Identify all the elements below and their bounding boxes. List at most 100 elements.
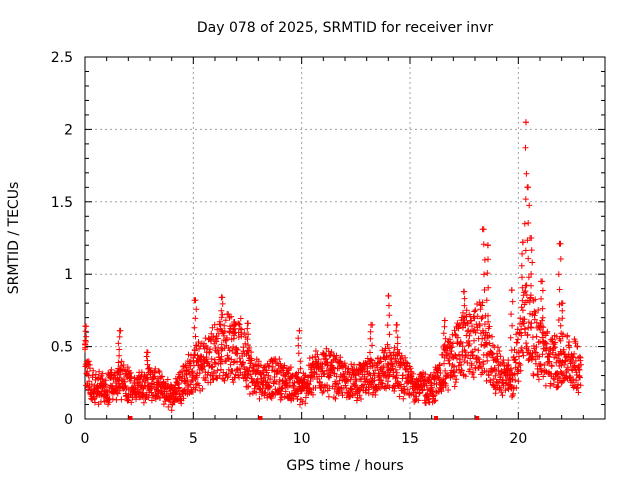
- data-point: [120, 362, 127, 368]
- data-point: [296, 327, 303, 334]
- data-point: [386, 371, 393, 378]
- data-point: [539, 317, 545, 324]
- data-point: [152, 365, 159, 372]
- data-point: [244, 336, 251, 343]
- data-point: [536, 353, 543, 360]
- data-point: [394, 321, 400, 328]
- data-point: [485, 372, 492, 379]
- data-point: [436, 361, 443, 368]
- data-point: [484, 341, 490, 348]
- data-point: [485, 312, 491, 319]
- data-point: [532, 310, 539, 316]
- data-point: [559, 307, 566, 314]
- data-point: [552, 339, 559, 346]
- data-point: [525, 274, 532, 281]
- data-point: [201, 363, 208, 370]
- data-point: [572, 340, 579, 347]
- data-point: [363, 361, 370, 368]
- data-point: [328, 349, 335, 355]
- data-point: [520, 292, 527, 299]
- data-point: [503, 379, 510, 386]
- data-point: [519, 297, 526, 304]
- data-point: [330, 364, 336, 371]
- data-point: [102, 377, 109, 384]
- data-point: [527, 295, 534, 302]
- data-point: [530, 372, 537, 379]
- data-point: [144, 349, 151, 356]
- data-point: [453, 376, 460, 383]
- data-point: [471, 337, 477, 344]
- data-point: [124, 364, 131, 371]
- data-point: [525, 347, 532, 354]
- data-point: [577, 354, 584, 361]
- data-point: [245, 347, 252, 354]
- data-point: [237, 315, 244, 322]
- data-point: [302, 394, 309, 401]
- data-point: [297, 358, 304, 365]
- data-point: [482, 329, 489, 336]
- data-point: [231, 319, 238, 325]
- data-point: [295, 369, 302, 376]
- data-point: [315, 356, 322, 363]
- data-point: [199, 385, 206, 392]
- data-point: [539, 278, 546, 285]
- data-point: [194, 352, 201, 359]
- data-point: [570, 376, 577, 383]
- data-point: [385, 345, 392, 352]
- data-point: [383, 385, 389, 392]
- data-point: [488, 365, 495, 372]
- data-point: [87, 365, 93, 372]
- data-point: [343, 385, 350, 391]
- data-point: [508, 311, 515, 318]
- data-point: [451, 327, 458, 334]
- data-point: [525, 255, 532, 262]
- data-point: [211, 368, 217, 375]
- data-point: [555, 317, 562, 323]
- data-point: [532, 296, 539, 303]
- data-point: [512, 377, 519, 384]
- data-point: [480, 361, 487, 368]
- data-point: [394, 340, 401, 347]
- data-point: [187, 381, 194, 388]
- data-point: [240, 359, 247, 366]
- data-point: [295, 350, 302, 357]
- data-point: [466, 341, 473, 347]
- data-point: [485, 318, 492, 325]
- data-point: [225, 373, 232, 379]
- data-point: [402, 354, 409, 361]
- data-point: [518, 332, 525, 339]
- data-point: [521, 316, 528, 323]
- data-point: [222, 317, 229, 324]
- data-point: [475, 347, 482, 354]
- data-point: [519, 274, 525, 281]
- data-point: [215, 330, 222, 337]
- data-point: [570, 354, 577, 361]
- data-point: [519, 250, 526, 257]
- data-point: [227, 361, 234, 368]
- data-point: [356, 392, 363, 399]
- data-point: [527, 294, 534, 301]
- data-point: [519, 307, 526, 314]
- data-point: [449, 344, 455, 351]
- data-point: [559, 315, 566, 322]
- data-point: [539, 351, 546, 358]
- data-point: [538, 323, 545, 330]
- data-point: [84, 368, 91, 375]
- data-point: [539, 329, 546, 336]
- data-point: [368, 321, 374, 328]
- data-point: [116, 333, 123, 340]
- data-point: [389, 363, 396, 370]
- x-tick-label: 15: [401, 431, 419, 447]
- data-point: [187, 358, 194, 365]
- data-point: [438, 388, 445, 394]
- data-point: [380, 363, 387, 370]
- data-point: [523, 282, 530, 289]
- data-point: [369, 342, 376, 349]
- data-point: [429, 388, 436, 395]
- data-point: [276, 356, 283, 362]
- data-point: [331, 370, 338, 377]
- x-tick-label: 20: [509, 431, 527, 447]
- data-point: [435, 374, 442, 381]
- data-point: [508, 287, 515, 294]
- axis-ticks: 0 0.5 1 1.5 2 2.5 0 5 10 15 20: [51, 50, 606, 447]
